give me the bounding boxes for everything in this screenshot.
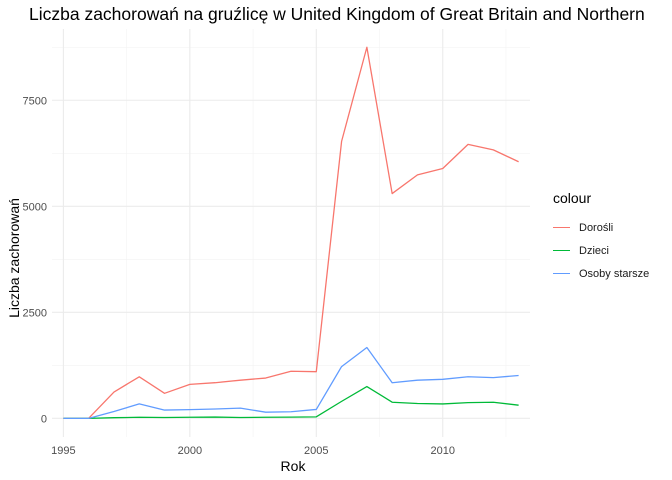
series-line-1 xyxy=(63,385,519,419)
legend-item-0: Dorośli xyxy=(553,216,649,239)
y-axis-title: Liczba zachorowań xyxy=(6,198,22,318)
legend-key xyxy=(553,250,570,251)
grid-layer xyxy=(52,29,530,437)
legend-item-1: Dzieci xyxy=(553,239,649,262)
legend-item-2: Osoby starsze xyxy=(553,262,649,285)
x-tick-label: 2000 xyxy=(178,445,202,457)
legend-label: Dorośli xyxy=(579,221,614,234)
legend-label: Dzieci xyxy=(579,244,609,257)
legend-label: Osoby starsze xyxy=(579,267,650,280)
legend-key xyxy=(553,227,570,228)
legend-items: Dorośli Dzieci Osoby starsze xyxy=(553,216,649,285)
y-tick-label: 0 xyxy=(41,413,47,425)
series-line-2 xyxy=(63,346,519,419)
x-axis-title: Rok xyxy=(281,458,307,474)
tick-layer: 1995 2000 2005 2010 0 2500 5000 7500 xyxy=(23,95,455,457)
legend-key xyxy=(553,273,570,274)
series-layer xyxy=(63,46,519,419)
y-tick-label: 7500 xyxy=(23,95,47,107)
y-tick-label: 2500 xyxy=(23,307,47,319)
series-line-0 xyxy=(63,46,519,419)
x-tick-label: 1995 xyxy=(51,445,75,457)
x-tick-label: 2010 xyxy=(431,445,455,457)
chart-title: Liczba zachorowań na gruźlicę w United K… xyxy=(29,4,645,24)
legend-title: colour xyxy=(553,190,592,206)
y-tick-label: 5000 xyxy=(23,201,47,213)
legend: colour Dorośli Dzieci Osoby starsze xyxy=(553,190,649,285)
x-tick-label: 2005 xyxy=(304,445,328,457)
